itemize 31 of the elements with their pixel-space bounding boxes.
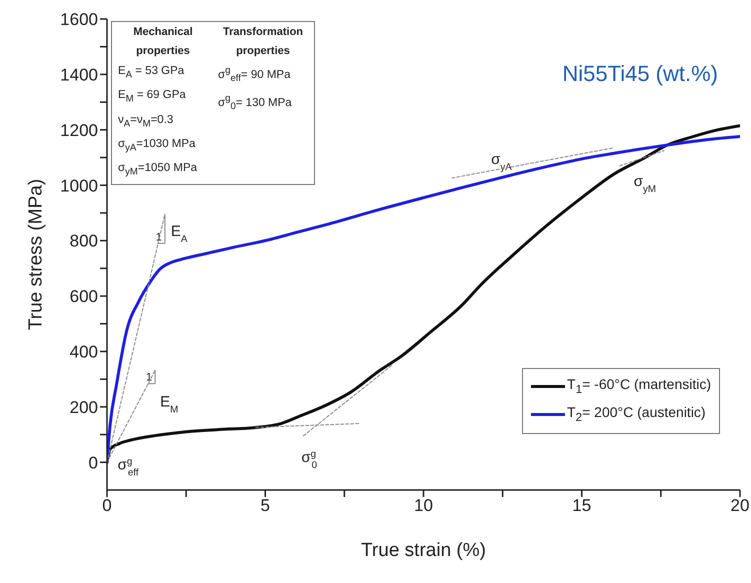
x-tick-label: 15 <box>572 496 592 516</box>
annotation: σ$^{g}$$_{0}$= 130 MPa <box>218 92 293 114</box>
y-tick-label: 0 <box>88 453 98 472</box>
y-tick-label: 400 <box>70 342 98 362</box>
y-tick-label: 1200 <box>60 120 98 140</box>
legend-label: T$_{2}$= 200°C (austenitic) <box>567 402 706 426</box>
annotation: E$_{A}$ = 53 GPa <box>118 64 186 82</box>
legend-label: T$_{1}$= -60°C (martensitic) <box>567 375 711 398</box>
annotation: σ$_{yA}$=1030 MPa <box>118 136 196 156</box>
x-tick-label: 10 <box>414 496 433 516</box>
y-tick-label: 1600 <box>60 10 98 30</box>
annotation: σ$_{yM}$=1050 MPa <box>118 161 198 180</box>
y-tick-label: 1000 <box>60 176 98 196</box>
x-axis-title: True strain (%) <box>361 540 486 561</box>
annotation: E$_{M}$ <box>160 393 178 415</box>
annotation: Transformation properties <box>222 25 304 59</box>
annotation: E$_{M}$ = 69 GPa <box>118 88 187 107</box>
annotation: E$_{A}$ <box>170 223 188 245</box>
text: Ni55Ti45 (wt.%) <box>562 61 718 86</box>
y-axis-title: True stress (MPa) <box>26 178 47 330</box>
y-tick-label: 200 <box>70 398 98 417</box>
annotation: σ$_{yM}$ <box>634 172 656 194</box>
x-tick-label: 20 <box>730 496 750 516</box>
y-tick-label: 800 <box>70 232 98 251</box>
annotation: ν$_{A}$=ν$_{M}$=0.3 <box>118 112 174 131</box>
x-tick-label: 0 <box>102 496 112 516</box>
y-tick-label: 1400 <box>60 65 98 84</box>
annotation: σ$^{g}$$_{eff}$= 90 MPa <box>218 64 292 86</box>
annotation: Mechanical properties <box>132 25 194 59</box>
x-tick-label: 5 <box>260 496 270 516</box>
y-tick-label: 600 <box>70 287 98 306</box>
